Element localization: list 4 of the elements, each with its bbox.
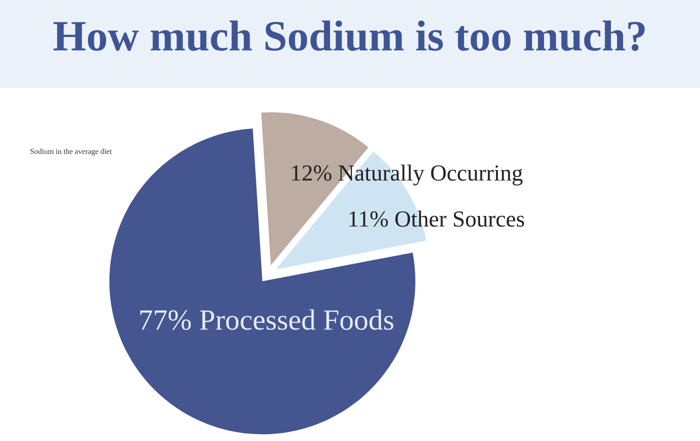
slice-label: 12% Naturally Occurring [292,164,523,186]
slice-label: 77% Processed Foods [140,309,394,330]
chart-title: How much Sodium is too much? [53,20,645,51]
slice-label: 11% Other Sources [350,210,524,227]
